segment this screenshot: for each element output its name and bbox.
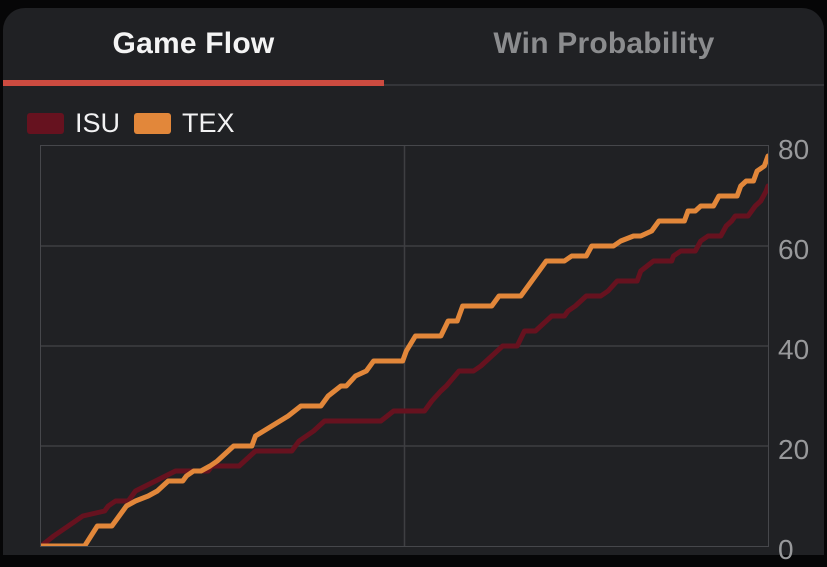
chart-legend: ISU TEX <box>27 108 235 139</box>
legend-label-tex: TEX <box>182 108 235 139</box>
game-flow-chart <box>41 146 768 546</box>
legend-label-isu: ISU <box>75 108 120 139</box>
y-axis-label-20: 20 <box>778 433 827 467</box>
legend-item-tex: TEX <box>134 108 235 139</box>
tab-win-probability[interactable]: Win Probability <box>384 8 824 80</box>
game-flow-card: Game Flow Win Probability ISU TEX 80 60 40… <box>3 8 824 555</box>
tab-win-probability-label: Win Probability <box>493 27 714 61</box>
tab-game-flow-label: Game Flow <box>113 27 275 61</box>
y-axis-label-60: 60 <box>778 233 827 267</box>
tab-game-flow[interactable]: Game Flow <box>3 8 384 80</box>
y-axis-label-80: 80 <box>778 133 827 167</box>
tab-bar: Game Flow Win Probability <box>3 8 824 86</box>
legend-swatch-isu <box>27 113 64 134</box>
tab-bar-divider <box>384 84 824 86</box>
y-axis-label-0: 0 <box>778 533 827 567</box>
y-axis-label-40: 40 <box>778 333 827 367</box>
legend-item-isu: ISU <box>27 108 120 139</box>
active-tab-indicator <box>3 80 384 86</box>
game-flow-plot <box>40 145 769 547</box>
legend-swatch-tex <box>134 113 171 134</box>
